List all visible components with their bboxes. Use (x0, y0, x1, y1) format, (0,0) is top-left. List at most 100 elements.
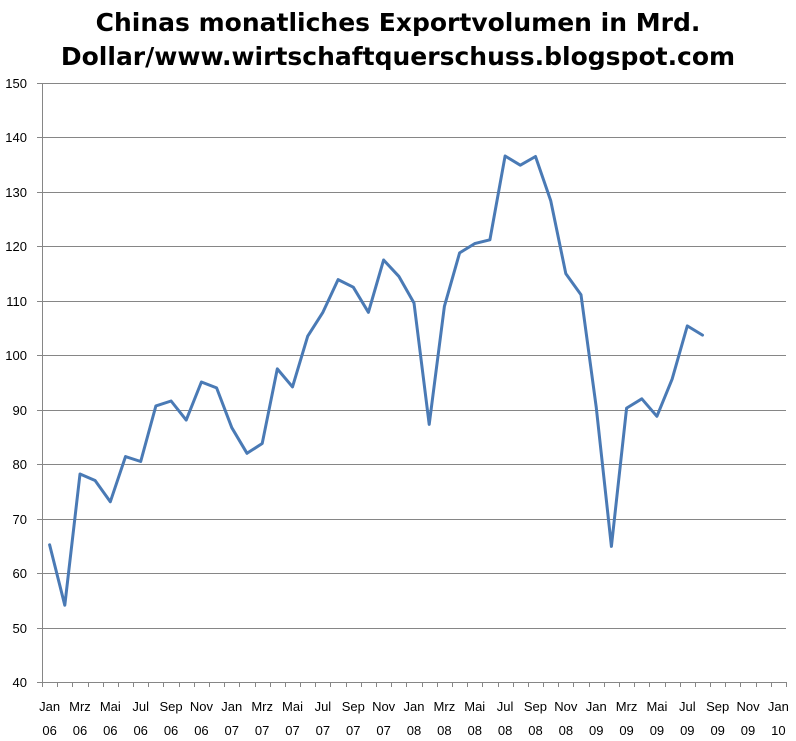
chart-title-line-1: Chinas monatliches Exportvolumen in Mrd. (95, 8, 701, 37)
data-point (291, 385, 294, 389)
x-tick-label-year: 09 (741, 723, 755, 738)
chart-title-line-2: Dollar/www.wirtschaftquerschuss.blogspot… (60, 42, 736, 71)
x-tick-label-month: Mrz (434, 699, 456, 714)
data-point (519, 164, 522, 167)
data-point (230, 426, 233, 429)
series-layer (48, 154, 704, 607)
x-tick-label-year: 06 (194, 723, 208, 738)
x-tick-label-year: 07 (285, 723, 299, 738)
x-tick-label-year: 07 (255, 723, 269, 738)
data-point (564, 272, 567, 275)
y-tick-label: 60 (13, 566, 27, 581)
data-point (610, 545, 613, 548)
y-axis-tick-labels: 40 50 60 70 80 90 100 110 120 130 140 150 (5, 76, 27, 690)
data-point (63, 604, 66, 607)
x-tick-label-month: Jul (315, 699, 332, 714)
data-point (245, 452, 249, 455)
data-point (488, 238, 492, 241)
x-tick-label-month: Mai (646, 699, 667, 714)
x-tick-label-month: Sep (524, 699, 547, 714)
grid-lines (42, 83, 786, 629)
data-point (78, 472, 82, 476)
x-tick-label-year: 06 (103, 723, 117, 738)
x-tick-label-month: Jul (132, 699, 149, 714)
y-tick-label: 120 (5, 239, 27, 254)
data-point (534, 155, 537, 158)
data-point (382, 258, 385, 262)
data-point (595, 405, 598, 409)
x-tick-label-year: 09 (710, 723, 724, 738)
y-tick-label: 80 (13, 457, 27, 472)
x-tick-label-year: 07 (316, 723, 330, 738)
x-tick-label-month: Nov (190, 699, 214, 714)
x-tick-label-month: Sep (706, 699, 729, 714)
data-point (306, 335, 309, 338)
x-tick-label-year: 10 (771, 723, 785, 738)
data-point (185, 418, 188, 422)
data-point (124, 455, 127, 458)
data-point (640, 397, 643, 400)
data-point (48, 543, 51, 546)
data-point (579, 293, 583, 296)
x-tick-label-month: Sep (342, 699, 365, 714)
data-point (412, 301, 416, 305)
x-tick-label-month: Sep (159, 699, 182, 714)
data-point (336, 278, 340, 281)
x-tick-label-month: Jul (497, 699, 514, 714)
data-point (443, 305, 446, 308)
y-tick-label: 70 (13, 512, 27, 527)
x-tick-label-month: Jan (39, 699, 60, 714)
x-axis-tick-labels: Jan 06 Mrz 06 Mai 06 Jul 06 Sep 06 Nov 06 Jan 07 Mrz 07… (39, 699, 789, 738)
x-tick-label-year: 06 (133, 723, 147, 738)
x-tick-label-month: Jan (221, 699, 242, 714)
y-tick-label: 100 (5, 348, 27, 363)
y-tick-label: 40 (13, 675, 27, 690)
x-tick-label-year: 06 (73, 723, 87, 738)
x-tick-label-month: Mai (100, 699, 121, 714)
data-point (321, 311, 325, 314)
x-tick-label-month: Nov (554, 699, 578, 714)
x-tick-label-year: 09 (589, 723, 603, 738)
data-point (625, 406, 628, 410)
series-line (48, 154, 704, 607)
data-point (154, 404, 158, 408)
data-point (655, 415, 659, 418)
data-point (670, 378, 674, 381)
data-point (458, 251, 461, 255)
data-point (367, 311, 370, 314)
axes (37, 83, 787, 687)
x-tick-label-year: 09 (619, 723, 633, 738)
data-point (352, 286, 355, 289)
x-tick-label-year: 08 (468, 723, 482, 738)
x-tick-label-year: 08 (559, 723, 573, 738)
x-tick-label-month: Mrz (251, 699, 273, 714)
data-point (93, 479, 97, 482)
data-point (701, 333, 704, 337)
x-tick-label-year: 08 (437, 723, 451, 738)
data-point (109, 500, 112, 503)
x-tick-label-month: Nov (372, 699, 396, 714)
x-tick-label-year: 08 (528, 723, 542, 738)
y-tick-label: 50 (13, 621, 27, 636)
x-tick-label-month: Nov (736, 699, 760, 714)
x-tick-label-month: Mrz (616, 699, 638, 714)
data-point (261, 442, 264, 445)
data-point (276, 367, 279, 371)
data-point (428, 423, 431, 426)
data-point (169, 399, 173, 403)
x-tick-label-month: Mai (464, 699, 485, 714)
x-tick-label-year: 07 (346, 723, 360, 738)
x-tick-label-year: 07 (225, 723, 239, 738)
chart-title: Chinas monatliches Exportvolumen in Mrd.… (0, 6, 796, 74)
data-point (473, 242, 476, 245)
data-point (215, 386, 218, 390)
y-tick-label: 90 (13, 403, 27, 418)
x-tick-label-month: Jan (586, 699, 607, 714)
data-point (503, 154, 507, 158)
x-tick-label-month: Mai (282, 699, 303, 714)
y-tick-label: 140 (5, 130, 27, 145)
x-tick-label-year: 06 (42, 723, 56, 738)
y-tick-label: 110 (6, 294, 27, 309)
x-tick-label-month: Jan (404, 699, 425, 714)
